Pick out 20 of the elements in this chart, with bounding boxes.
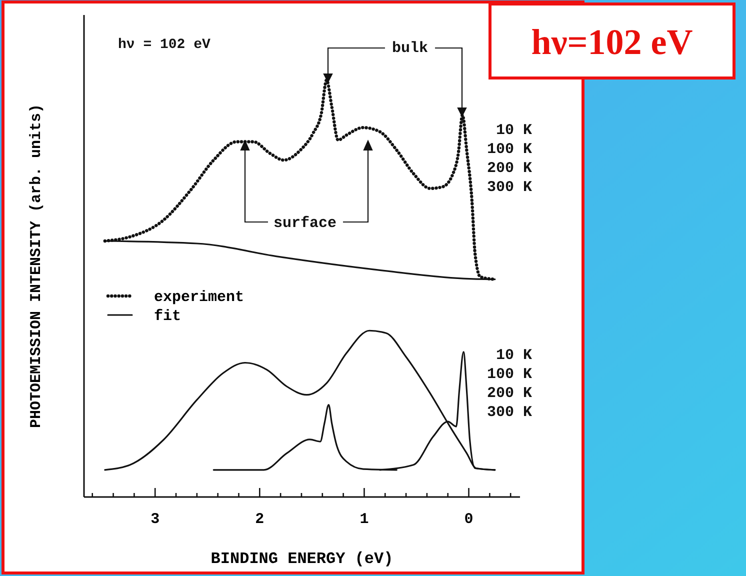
annotation: 300 K (486, 179, 532, 196)
x-tick-label: 1 (360, 511, 369, 528)
annotation: 300 K (486, 404, 532, 421)
annotation: 100 K (486, 366, 532, 383)
annotation: 200 K (486, 385, 532, 402)
legend-label: fit (154, 308, 182, 325)
annotation: 10 K (496, 122, 532, 139)
text: bulk (392, 40, 428, 57)
x-tick-label: 2 (255, 511, 264, 528)
annotation: 200 K (486, 160, 532, 177)
text: hν=102 eV (531, 22, 693, 62)
annotation: 10 K (496, 347, 532, 364)
annotation: surface (273, 215, 337, 232)
x-tick-label: 0 (464, 511, 474, 528)
legend-label: experiment (154, 289, 244, 306)
x-tick-label: 3 (150, 511, 160, 528)
y-axis-title: PHOTOEMISSION INTENSITY (arb. units) (28, 104, 45, 428)
annotation: 100 K (486, 141, 532, 158)
text: hν = 102 eV (118, 37, 212, 53)
x-axis-title: BINDING ENERGY (eV) (210, 550, 394, 568)
